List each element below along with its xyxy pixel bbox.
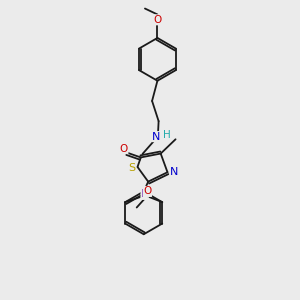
Text: F: F (141, 189, 147, 200)
Text: O: O (153, 15, 162, 25)
Text: H: H (163, 130, 170, 140)
Text: N: N (152, 132, 160, 142)
Text: N: N (170, 167, 178, 177)
Text: S: S (129, 163, 136, 172)
Text: O: O (120, 143, 128, 154)
Text: O: O (143, 187, 152, 196)
